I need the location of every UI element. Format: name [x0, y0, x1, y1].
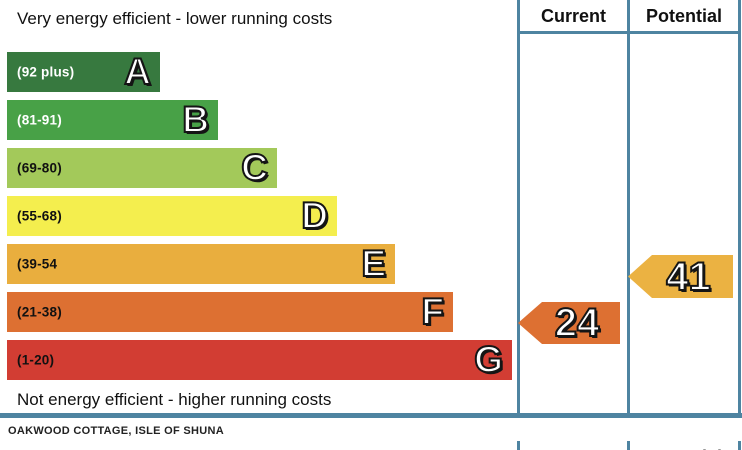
next-chart-header-current-clipped: Current [520, 447, 627, 450]
band-c-letter: C [240, 146, 269, 188]
band-c-range-label: (69-80) [17, 160, 62, 176]
top-caption: Very energy efficient - lower running co… [17, 9, 333, 28]
property-address: OAKWOOD COTTAGE, ISLE OF SHUNA [8, 425, 224, 437]
chart-bottom-rule [0, 413, 742, 418]
next-chart-grid-stub [627, 441, 630, 450]
band-e-range-label: (39-54 [17, 256, 58, 272]
band-g: (1-20) G [7, 340, 512, 380]
band-a-letter: A [123, 50, 152, 92]
band-b-range-label: (81-91) [17, 112, 62, 128]
column-header-potential: Potential [645, 6, 722, 26]
band-b: (81-91) B [7, 100, 218, 140]
band-g-range-label: (1-20) [17, 352, 55, 368]
band-c: (69-80) C [7, 148, 277, 188]
next-chart-header-potential-clipped: Potential [630, 447, 738, 450]
band-d-letter: D [300, 194, 329, 236]
current-rating-value: 24 [554, 301, 600, 345]
band-f-range-label: (21-38) [17, 304, 62, 320]
grid-line-vertical-middle [627, 0, 630, 417]
band-g-letter: G [473, 338, 504, 380]
bottom-caption: Not energy efficient - higher running co… [17, 390, 332, 409]
next-chart-grid-stub [517, 441, 520, 450]
column-header-underline [517, 31, 741, 34]
grid-line-vertical-right [738, 0, 741, 417]
potential-rating-value: 41 [665, 254, 711, 299]
band-b-letter: B [181, 98, 210, 140]
band-f-letter: F [420, 290, 445, 332]
band-e: (39-54 E [7, 244, 395, 284]
band-e-letter: E [360, 242, 387, 284]
potential-rating-arrow-icon: 41 [628, 255, 733, 298]
column-header-current: Current [540, 6, 606, 26]
next-chart-grid-stub [738, 441, 741, 450]
grid-line-vertical-left [517, 0, 520, 417]
band-d-range-label: (55-68) [17, 208, 62, 224]
band-d: (55-68) D [7, 196, 337, 236]
band-a-range-label: (92 plus) [17, 64, 75, 80]
band-f: (21-38) F [7, 292, 453, 332]
band-a: (92 plus) A [7, 52, 160, 92]
current-rating-arrow-icon: 24 [518, 302, 620, 344]
